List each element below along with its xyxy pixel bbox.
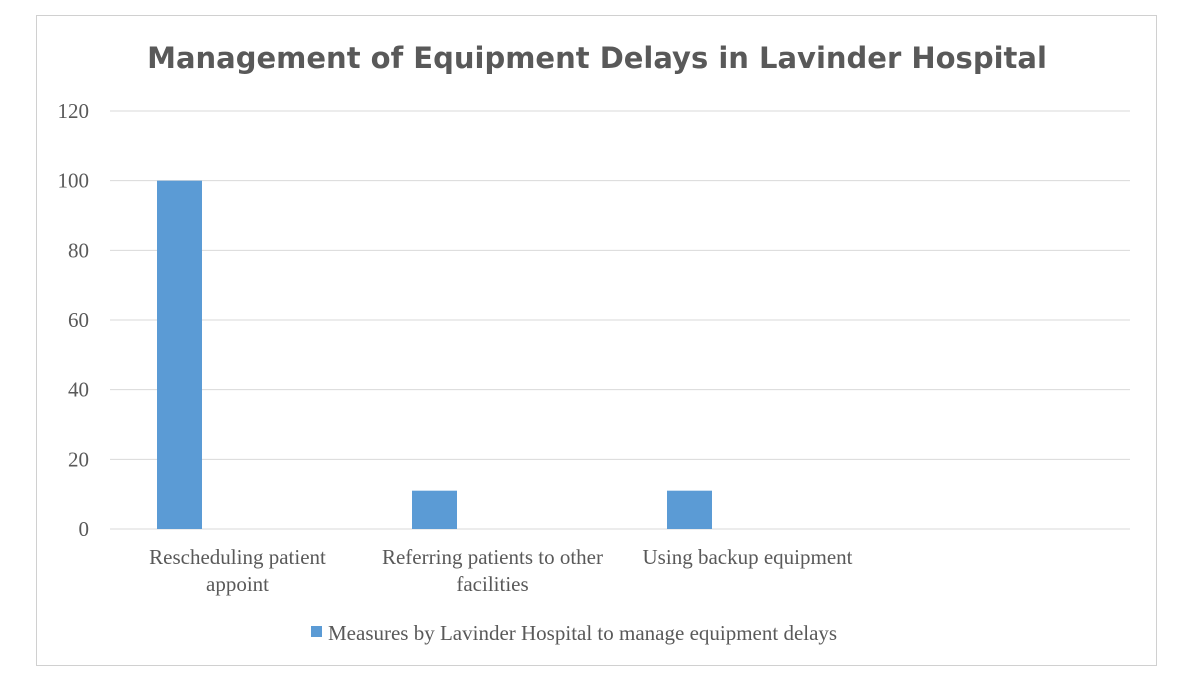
y-tick-label: 100 <box>58 169 90 193</box>
chart-frame <box>36 15 1157 666</box>
gridlines <box>110 110 1130 530</box>
bar <box>667 490 712 529</box>
x-category-label: Rescheduling patient <box>149 545 326 569</box>
y-tick-label: 40 <box>68 378 89 402</box>
legend: Measures by Lavinder Hospital to manage … <box>311 621 837 645</box>
chart-title: Management of Equipment Delays in Lavind… <box>147 41 1047 75</box>
bar <box>157 180 202 529</box>
y-tick-label: 120 <box>58 99 90 123</box>
x-category-label: Referring patients to other <box>382 545 603 569</box>
y-tick-label: 80 <box>68 238 89 262</box>
legend-label: Measures by Lavinder Hospital to manage … <box>328 621 837 645</box>
bar <box>412 490 457 529</box>
y-tick-label: 60 <box>68 308 89 332</box>
x-category-label: Using backup equipment <box>643 545 853 569</box>
x-axis-categories: Rescheduling patient appoint Referring pat… <box>149 545 852 596</box>
y-tick-label: 0 <box>79 517 90 541</box>
y-axis-ticks: 0 20 40 60 80 100 120 <box>58 99 90 541</box>
x-category-label: appoint <box>206 572 269 596</box>
bars <box>157 180 712 529</box>
legend-swatch <box>311 626 322 637</box>
x-category-label: facilities <box>456 572 528 596</box>
y-tick-label: 20 <box>68 447 89 471</box>
